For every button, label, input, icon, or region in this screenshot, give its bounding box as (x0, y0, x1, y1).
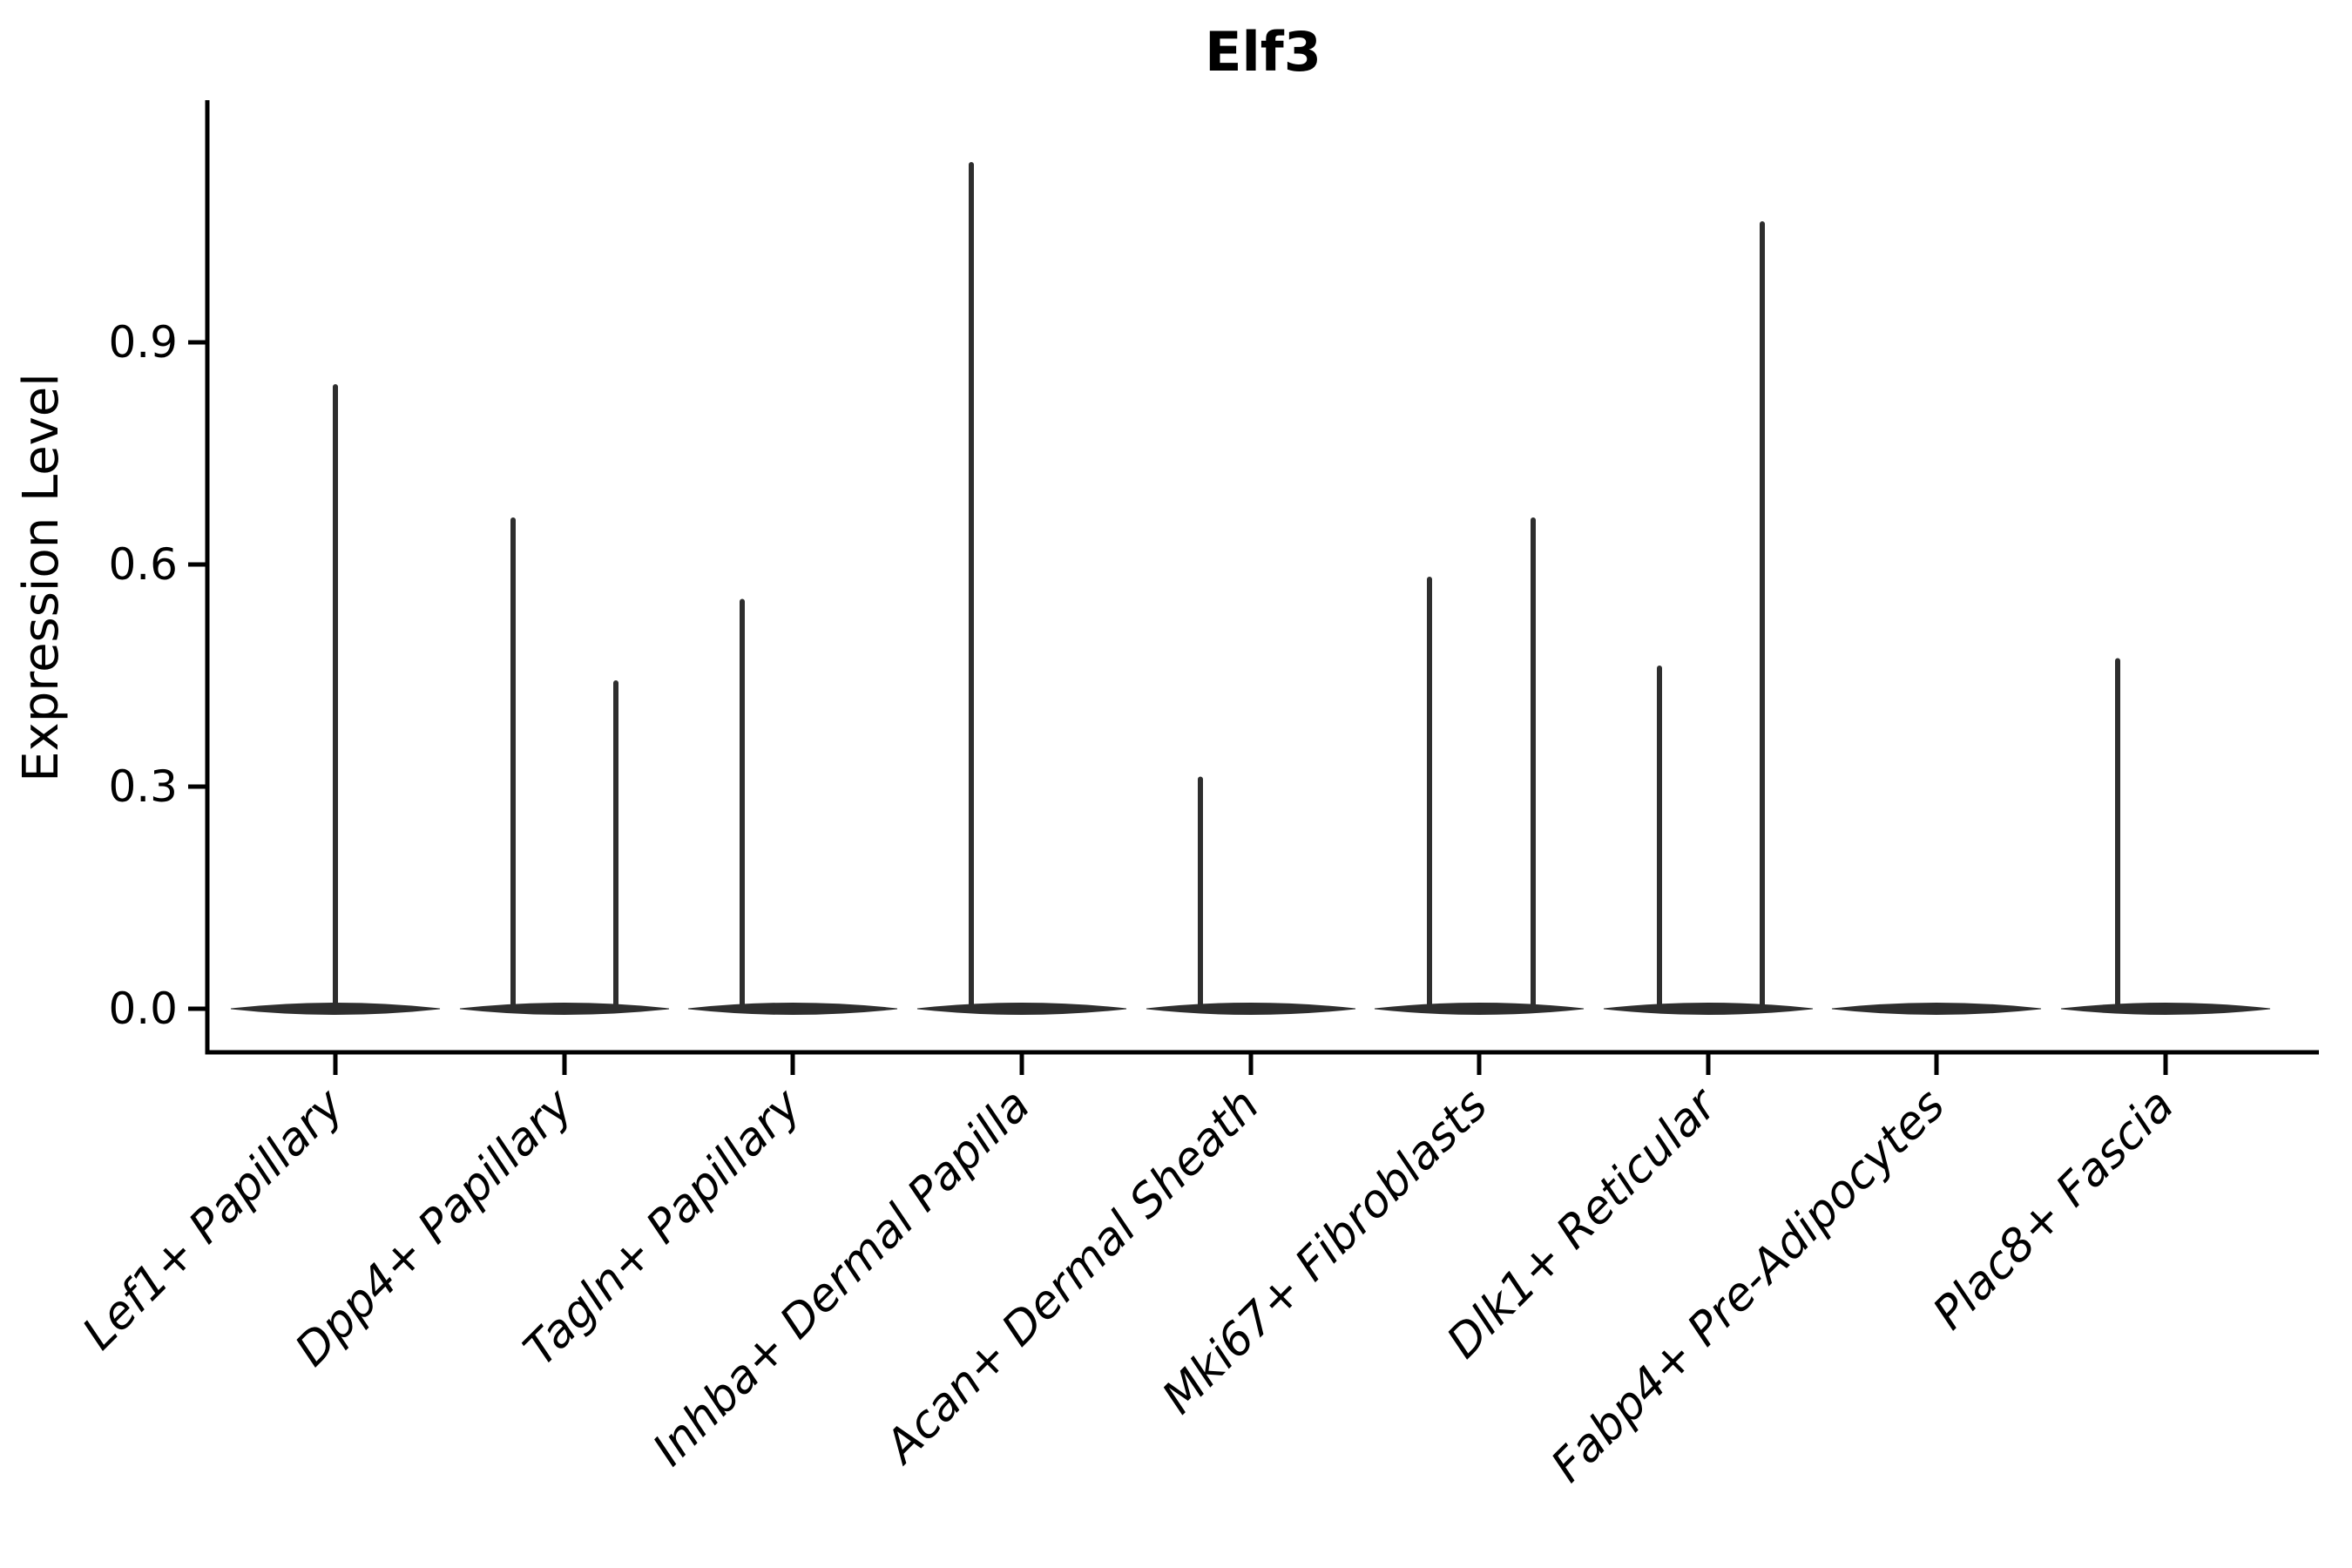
violin-base (1146, 1002, 1356, 1016)
violin-base (687, 1002, 898, 1016)
violin-base (916, 1002, 1127, 1016)
x-tick-label: Fabp4+ Pre-Adipocytes (1542, 1079, 1956, 1493)
x-tick-label: Inhba+ Dermal Papilla (643, 1079, 1040, 1477)
violin-base (1374, 1002, 1585, 1016)
y-tick-label: 0.6 (108, 539, 178, 590)
y-tick-label: 0.9 (108, 317, 178, 368)
x-tick-label: Plac8+ Fascia (1923, 1079, 2184, 1340)
violin-base (459, 1002, 670, 1016)
violin-base (1831, 1002, 2042, 1016)
y-axis-label: Expression Level (13, 373, 70, 782)
chart-title: Elf3 (1205, 20, 1321, 84)
violin-base (1603, 1002, 1814, 1016)
violin-base (2060, 1002, 2271, 1016)
y-tick-label: 0.3 (108, 761, 178, 812)
x-tick-label: Acan+ Dermal Sheath (874, 1079, 1269, 1475)
y-tick-label: 0.0 (108, 983, 178, 1034)
